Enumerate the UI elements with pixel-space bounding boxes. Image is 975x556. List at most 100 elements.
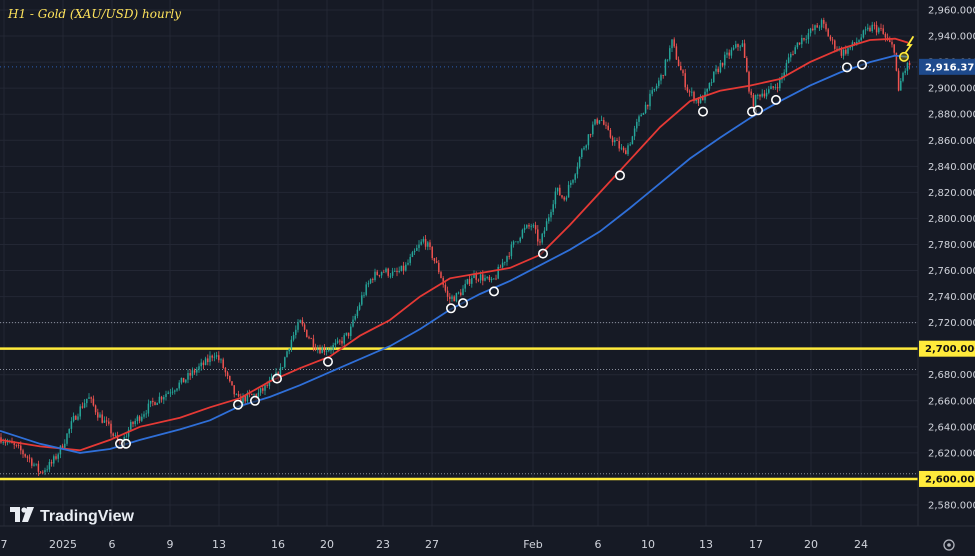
candlestick <box>616 137 618 142</box>
candle-body <box>257 392 260 398</box>
touch-marker <box>841 62 852 73</box>
candlestick <box>363 292 365 298</box>
candlestick <box>317 345 319 354</box>
time-axis-panel <box>0 526 975 556</box>
candle-body <box>413 250 416 253</box>
candlestick <box>429 239 431 250</box>
candle-body <box>134 420 136 425</box>
candle-body <box>570 182 572 185</box>
candle-body <box>713 71 715 83</box>
candle-body <box>94 405 97 413</box>
candlestick <box>229 375 231 383</box>
candlestick <box>312 334 315 352</box>
candle-body <box>845 49 847 54</box>
candlestick <box>86 398 88 408</box>
level-price-badge-bg <box>919 470 975 487</box>
candle-body <box>581 149 583 158</box>
candlestick <box>391 267 394 279</box>
candlestick <box>545 218 548 231</box>
candle-body <box>380 271 383 276</box>
candlestick <box>801 34 803 49</box>
candlestick <box>719 59 722 74</box>
candlestick <box>904 68 906 76</box>
candle-body <box>653 88 656 91</box>
candle-body <box>279 367 282 378</box>
candle-body <box>875 25 878 33</box>
candle-body <box>389 275 392 277</box>
candle-body <box>26 456 29 458</box>
price-axis-panel <box>918 0 975 526</box>
candlestick <box>708 82 711 91</box>
candle-body <box>812 28 814 31</box>
candle-body <box>152 401 154 403</box>
candle-body <box>57 454 59 459</box>
candlestick <box>669 45 671 62</box>
candlestick <box>776 82 779 93</box>
candle-body <box>598 120 601 124</box>
candle-body <box>242 395 244 404</box>
candlestick <box>504 261 506 266</box>
candle-body <box>655 85 658 89</box>
candlestick <box>671 39 673 52</box>
candlestick <box>842 49 845 60</box>
candle-body <box>171 391 174 393</box>
candle-body <box>649 93 651 107</box>
candlestick <box>508 251 510 260</box>
y-tick-label: 2,840.000 <box>928 162 975 173</box>
candle-body <box>281 367 284 368</box>
x-tick-label: 17 <box>749 538 763 551</box>
candle-body <box>688 91 691 93</box>
candlestick <box>237 390 240 398</box>
candlestick <box>334 339 337 349</box>
candle-body <box>233 385 235 395</box>
candle-body <box>827 29 829 37</box>
candlestick <box>50 459 53 467</box>
candlestick <box>178 380 180 391</box>
candlestick <box>28 454 31 463</box>
candle-body <box>460 292 462 296</box>
touch-marker <box>457 298 468 309</box>
candle-body <box>303 324 306 330</box>
candle-body <box>658 80 660 86</box>
candlestick <box>466 278 469 285</box>
candle-body <box>301 320 304 325</box>
candle-body <box>482 274 484 281</box>
candle-body <box>847 48 849 54</box>
tradingview-logo[interactable]: TradingView <box>10 507 135 525</box>
candlestick <box>343 333 345 348</box>
candlestick <box>592 121 594 137</box>
candlestick <box>620 143 623 151</box>
candle-body <box>691 91 693 93</box>
y-tick-label: 2,740.000 <box>928 292 975 303</box>
settings-icon[interactable] <box>943 539 955 551</box>
candle-body <box>607 125 609 130</box>
candle-body <box>48 461 51 470</box>
candle-body <box>466 279 469 284</box>
candlestick <box>860 33 862 42</box>
candle-body <box>528 225 530 227</box>
candle-body <box>840 48 843 56</box>
candle-body <box>842 49 845 56</box>
candle-body <box>823 20 825 24</box>
candlesticks <box>0 17 911 476</box>
candle-body <box>475 274 477 280</box>
touch-marker <box>697 106 708 117</box>
x-tick-label: 10 <box>641 538 655 551</box>
candlestick <box>605 121 607 130</box>
candle-body <box>631 136 634 145</box>
candle-body <box>86 398 88 404</box>
candle-body <box>772 86 774 88</box>
candle-body <box>776 87 779 89</box>
candle-body <box>444 284 447 291</box>
candlestick <box>710 78 713 86</box>
candlestick <box>644 101 647 114</box>
candle-body <box>387 268 389 276</box>
candle-body <box>253 394 255 396</box>
candle-body <box>209 355 211 363</box>
x-tick-label: 6 <box>109 538 116 551</box>
candlestick <box>611 135 614 146</box>
candle-body <box>363 294 365 296</box>
candlestick <box>783 69 785 81</box>
candle-body <box>251 393 253 396</box>
